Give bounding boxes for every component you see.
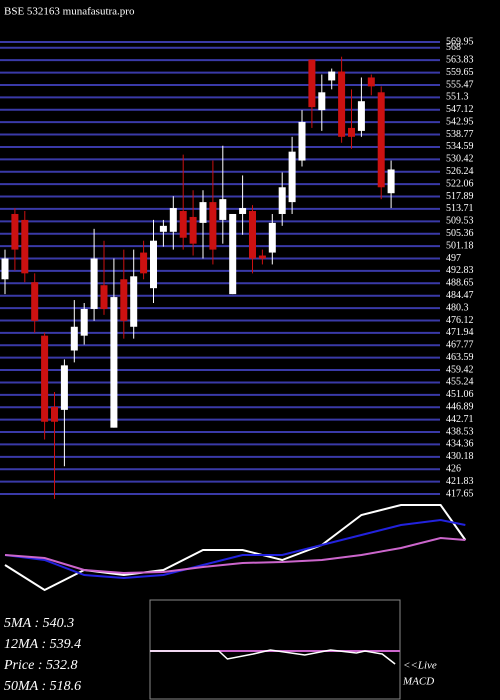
- y-tick-label: 434.36: [446, 439, 474, 450]
- y-tick-label: 438.53: [446, 426, 474, 437]
- candle-body: [150, 240, 157, 289]
- y-tick-label: 442.71: [446, 414, 474, 425]
- y-tick-label: 517.89: [446, 191, 474, 202]
- y-tick-label: 467.77: [446, 340, 474, 351]
- indicator-line: [4, 504, 467, 592]
- y-tick-label: 488.65: [446, 278, 474, 289]
- candle-body: [189, 216, 197, 244]
- y-tick-label: 547.12: [446, 104, 474, 115]
- stat-label: 12MA : 539.4: [4, 637, 81, 652]
- y-tick-label: 526.24: [446, 166, 474, 177]
- macd-frame: [149, 599, 401, 700]
- y-tick-label: 551.3: [446, 92, 469, 103]
- stat-label: 50MA : 518.6: [4, 679, 81, 694]
- candle-body: [229, 213, 237, 295]
- indicator-line: [4, 518, 466, 580]
- candle-body: [1, 258, 9, 280]
- candle-body: [338, 71, 346, 137]
- candle-body: [367, 77, 375, 87]
- stat-label: 5MA : 540.3: [4, 616, 74, 631]
- y-tick-label: 492.83: [446, 265, 474, 276]
- y-tick-label: 522.06: [446, 178, 474, 189]
- y-tick-label: 568: [446, 42, 461, 53]
- candle-body: [169, 208, 177, 232]
- y-tick-label: 459.42: [446, 364, 474, 375]
- y-tick-label: 534.59: [446, 141, 474, 152]
- candle-body: [288, 151, 296, 203]
- candle-body: [377, 92, 385, 188]
- candle-body: [268, 222, 276, 253]
- y-tick-label: 555.47: [446, 79, 474, 90]
- candle-body: [120, 279, 128, 321]
- live-label: <<Live: [403, 660, 437, 672]
- y-tick-label: 497: [446, 253, 461, 264]
- candle-body: [140, 252, 148, 274]
- candle-body: [90, 258, 98, 309]
- candle-body: [199, 202, 207, 223]
- y-tick-label: 463.59: [446, 352, 474, 363]
- candle-body: [110, 297, 118, 428]
- candle-body: [357, 101, 365, 131]
- candle-body: [100, 285, 108, 309]
- candle-body: [60, 365, 68, 410]
- candle-body: [130, 276, 138, 327]
- candle-body: [328, 71, 336, 81]
- candle-body: [31, 282, 39, 321]
- chart-title: BSE 532163 munafasutra.pro: [4, 6, 135, 18]
- y-tick-label: 471.94: [446, 327, 474, 338]
- candle-body: [219, 199, 227, 220]
- candle-body: [80, 308, 88, 336]
- indicator-line: [4, 536, 466, 575]
- y-tick-label: 530.42: [446, 154, 474, 165]
- y-tick-label: 513.71: [446, 203, 474, 214]
- y-tick-label: 417.65: [446, 488, 474, 499]
- candle-body: [239, 208, 247, 214]
- candle-body: [258, 255, 266, 259]
- candle-body: [387, 169, 395, 194]
- candle-body: [51, 406, 58, 422]
- candle-body: [179, 211, 187, 238]
- y-tick-label: 509.53: [446, 216, 474, 227]
- y-tick-label: 455.24: [446, 377, 474, 388]
- y-tick-label: 542.95: [446, 116, 474, 127]
- candle-body: [298, 121, 306, 161]
- candle-body: [70, 326, 78, 351]
- y-tick-label: 480.3: [446, 302, 469, 313]
- y-tick-label: 563.83: [446, 54, 474, 65]
- y-tick-label: 446.89: [446, 402, 474, 413]
- y-tick-label: 430.18: [446, 451, 474, 462]
- y-tick-label: 538.77: [446, 129, 474, 140]
- candle-body: [249, 211, 256, 259]
- candle-body: [348, 127, 355, 137]
- candle-body: [308, 59, 316, 108]
- y-tick-label: 559.65: [446, 67, 474, 78]
- y-tick-label: 421.83: [446, 476, 474, 487]
- y-tick-label: 501.18: [446, 240, 474, 251]
- y-tick-label: 569.95: [446, 36, 474, 47]
- y-tick-label: 476.12: [446, 315, 474, 326]
- candle-body: [159, 225, 167, 232]
- y-tick-label: 451.06: [446, 389, 474, 400]
- candle-body: [11, 213, 19, 250]
- candle-body: [41, 335, 49, 422]
- candle-body: [318, 92, 326, 111]
- candle-body: [209, 202, 217, 250]
- candle-body: [278, 187, 286, 214]
- stat-label: Price : 532.8: [3, 658, 77, 673]
- macd-label: MACD: [402, 676, 434, 688]
- y-tick-label: 505.36: [446, 228, 474, 239]
- y-tick-label: 426: [446, 464, 461, 475]
- candle-body: [21, 219, 29, 274]
- y-tick-label: 484.47: [446, 290, 474, 301]
- macd-line: [150, 649, 396, 665]
